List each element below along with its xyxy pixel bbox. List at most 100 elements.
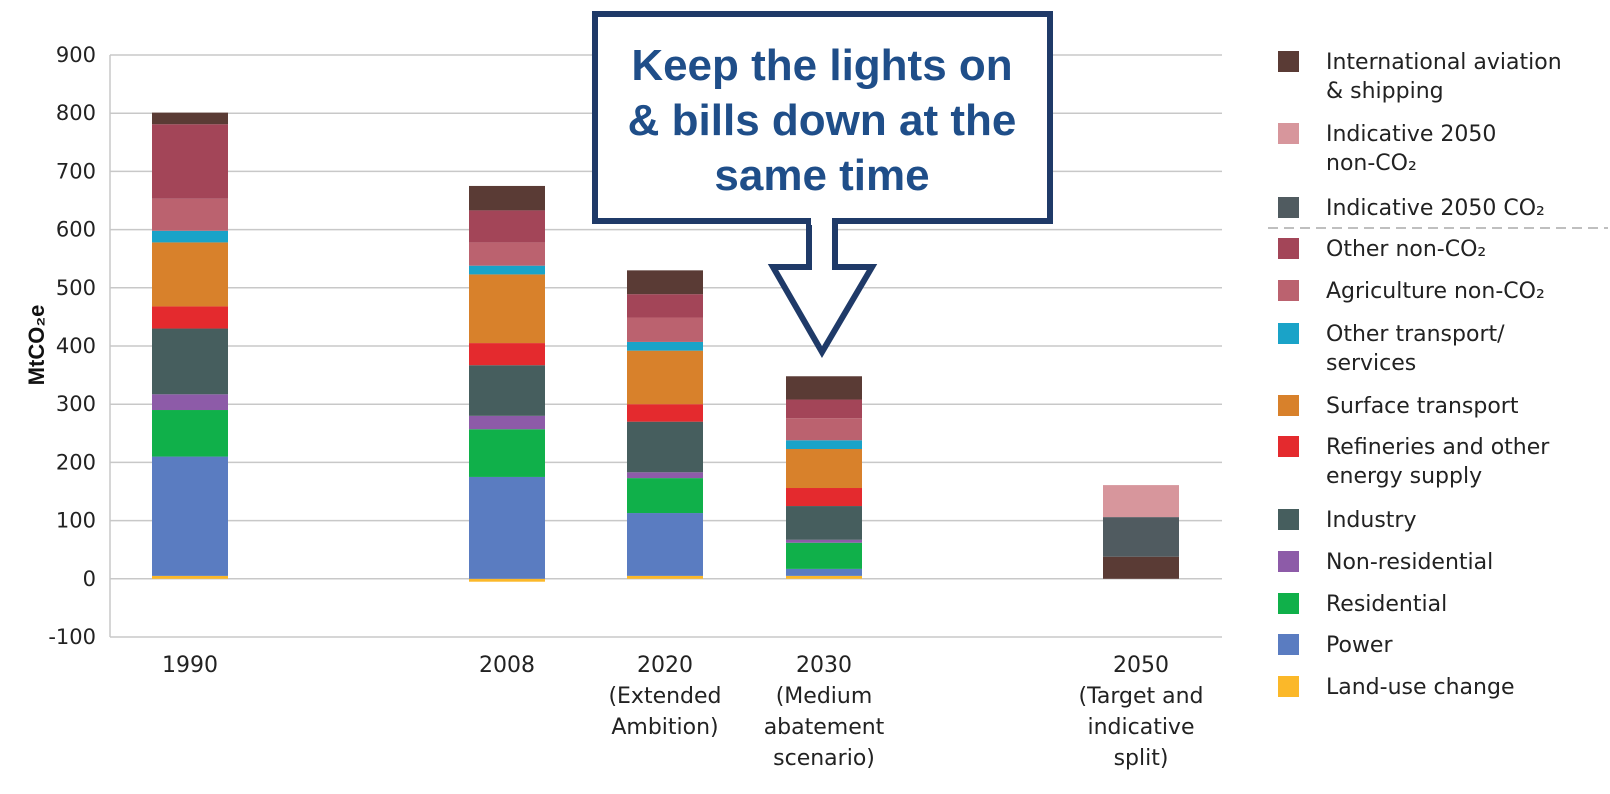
bar-segment	[786, 575, 862, 579]
callout-text: Keep the lights on	[631, 41, 1012, 90]
callout-joint	[811, 215, 832, 225]
stacked-bars	[152, 112, 1179, 582]
legend-swatch	[1278, 280, 1299, 301]
bar-segment	[627, 317, 703, 342]
legend-label: non-CO₂	[1326, 151, 1417, 176]
bar-segment	[469, 578, 545, 582]
legend-label: Other non-CO₂	[1326, 237, 1486, 262]
legend-swatch	[1278, 436, 1299, 457]
bar-segment	[152, 328, 228, 395]
bar-segment	[469, 274, 545, 344]
legend-label: Other transport/	[1326, 322, 1505, 347]
bar-segment	[627, 404, 703, 422]
bar-segment	[627, 350, 703, 405]
x-tick-label: split)	[1114, 746, 1169, 771]
legend-swatch	[1278, 123, 1299, 144]
bar-segment	[786, 568, 862, 576]
bar-segment	[627, 270, 703, 295]
bar-segment	[786, 449, 862, 489]
legend-label: Land-use change	[1326, 675, 1514, 700]
bar-segment	[469, 185, 545, 211]
legend-swatch	[1278, 551, 1299, 572]
bar-segment	[152, 112, 228, 125]
x-axis-labels: 1990 2008 2020 (Extended Ambition) 2030 (Mediu…	[162, 653, 1204, 771]
legend-label: Industry	[1326, 508, 1417, 533]
x-tick-label: 1990	[162, 653, 218, 678]
legend-swatch	[1278, 323, 1299, 344]
y-tick-label: 200	[56, 450, 96, 474]
y-tick-label: 500	[56, 276, 96, 300]
y-tick-label: 600	[56, 218, 96, 242]
legend-swatch	[1278, 238, 1299, 259]
y-axis: -100 0 100 200 300 400 500 600 700 800 900	[48, 43, 96, 649]
legend-swatch	[1278, 395, 1299, 416]
bar-segment	[469, 210, 545, 243]
bar-segment	[627, 478, 703, 514]
bar-segment	[786, 506, 862, 540]
bar-segment	[152, 575, 228, 579]
bar-segment	[152, 456, 228, 576]
legend-label: Non-residential	[1326, 550, 1493, 575]
x-tick-label: scenario)	[773, 746, 875, 771]
bar-segment	[786, 440, 862, 450]
legend-label: Residential	[1326, 592, 1447, 617]
y-tick-label: 0	[83, 567, 96, 591]
bar-segment	[786, 399, 862, 419]
x-tick-label: (Target and	[1078, 684, 1203, 709]
legend-label: Indicative 2050	[1326, 122, 1496, 147]
legend-label: Agriculture non-CO₂	[1326, 279, 1545, 304]
y-tick-label: -100	[48, 625, 96, 649]
bar-segment	[469, 429, 545, 477]
x-tick-label: 2020	[637, 653, 693, 678]
y-tick-label: 100	[56, 509, 96, 533]
legend-label: Indicative 2050 CO₂	[1326, 196, 1545, 221]
legend-swatch	[1278, 509, 1299, 530]
legend-label: services	[1326, 351, 1416, 376]
x-tick-label: 2050	[1113, 653, 1169, 678]
y-tick-label: 900	[56, 43, 96, 67]
callout-text: & bills down at the	[628, 96, 1017, 145]
bar-segment	[469, 476, 545, 579]
legend-label: energy supply	[1326, 464, 1482, 489]
bar-segment	[786, 488, 862, 507]
bar-segment	[786, 376, 862, 400]
bar-segment	[152, 306, 228, 329]
bar-segment	[627, 341, 703, 351]
bar-segment	[152, 410, 228, 457]
bar-segment	[627, 472, 703, 479]
bar-segment	[152, 230, 228, 243]
bar-segment	[469, 242, 545, 266]
bar-segment	[469, 365, 545, 416]
bar-segment	[627, 575, 703, 579]
bar-segment	[627, 294, 703, 318]
bar-segment	[152, 124, 228, 199]
bar-segment	[786, 418, 862, 441]
legend-label: International aviation	[1326, 50, 1562, 75]
bar-segment	[1103, 517, 1179, 557]
y-tick-label: 300	[56, 392, 96, 416]
bar-segment	[627, 421, 703, 473]
x-tick-label: Ambition)	[611, 715, 718, 740]
y-tick-label: 400	[56, 334, 96, 358]
bar-segment	[1103, 485, 1179, 518]
bar-segment	[786, 542, 862, 569]
legend-swatch	[1278, 634, 1299, 655]
legend-swatch	[1278, 593, 1299, 614]
callout-arrow	[767, 221, 878, 358]
legend: International aviation & shipping Indicati…	[1268, 50, 1608, 700]
x-tick-label: 2008	[479, 653, 535, 678]
y-tick-label: 700	[56, 159, 96, 183]
y-tick-label: 800	[56, 101, 96, 125]
y-axis-label: MtCO₂e	[24, 305, 49, 386]
legend-swatch	[1278, 197, 1299, 218]
x-tick-label: indicative	[1087, 715, 1194, 740]
bar-segment	[1103, 556, 1179, 579]
legend-label: & shipping	[1326, 79, 1444, 104]
callout-text: same time	[714, 151, 929, 200]
legend-label: Power	[1326, 633, 1393, 658]
legend-label: Surface transport	[1326, 394, 1519, 419]
bar-segment	[786, 539, 862, 543]
legend-label: Refineries and other	[1326, 435, 1550, 460]
bar-segment	[152, 198, 228, 231]
